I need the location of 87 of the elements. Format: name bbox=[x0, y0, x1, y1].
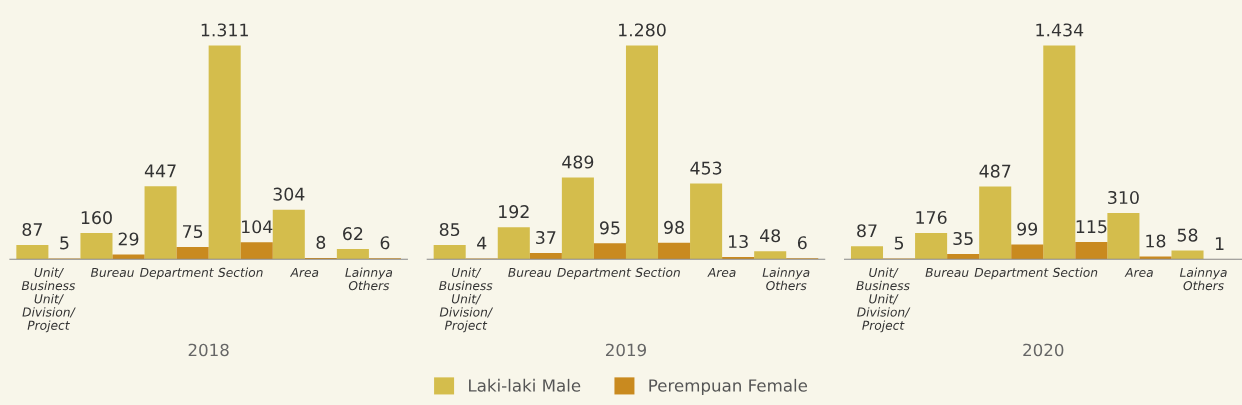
bar bbox=[947, 253, 980, 260]
data-label: 160 bbox=[81, 211, 112, 225]
x-tick-label: Unit/ Business Unit/ Division/ Project bbox=[856, 267, 911, 333]
bar bbox=[144, 186, 177, 260]
data-label: 48 bbox=[760, 229, 781, 243]
x-tick-label: Unit/ Business Unit/ Division/ Project bbox=[439, 267, 494, 333]
x-tick-label: Section bbox=[1052, 267, 1098, 277]
bar bbox=[690, 183, 723, 260]
x-tick-label: Bureau bbox=[508, 267, 552, 277]
data-label: 5 bbox=[894, 236, 904, 250]
bar bbox=[625, 45, 659, 260]
x-axis-title: 2018 bbox=[188, 343, 229, 357]
data-label: 487 bbox=[979, 164, 1011, 178]
data-label: 8 bbox=[316, 235, 326, 249]
data-label: 192 bbox=[499, 205, 529, 219]
data-label: 18 bbox=[1146, 234, 1166, 248]
data-label: 453 bbox=[690, 161, 722, 175]
bar bbox=[979, 186, 1012, 260]
x-tick-label: Bureau bbox=[925, 267, 969, 277]
data-label: 58 bbox=[1177, 228, 1198, 242]
data-label: 304 bbox=[273, 187, 305, 201]
data-label: 37 bbox=[536, 230, 556, 245]
x-axis-title: 2020 bbox=[1023, 343, 1064, 357]
x-axis-title: 2019 bbox=[605, 343, 646, 357]
x-tick-label: Area bbox=[707, 267, 736, 277]
data-label: 62 bbox=[343, 227, 363, 241]
bar bbox=[754, 251, 787, 260]
data-label: 6 bbox=[797, 236, 807, 250]
x-tick-label: Section bbox=[218, 267, 263, 277]
data-label: 87 bbox=[857, 224, 877, 238]
data-label: 1.434 bbox=[1036, 23, 1084, 37]
bar bbox=[1171, 250, 1204, 260]
bar bbox=[80, 233, 113, 260]
x-tick-label: Section bbox=[635, 267, 680, 277]
x-tick-label: Department bbox=[974, 267, 1049, 280]
bar bbox=[1075, 242, 1108, 260]
bar bbox=[112, 254, 145, 260]
data-label: 99 bbox=[1017, 222, 1038, 236]
legend-label: Laki-laki Male bbox=[469, 378, 581, 392]
data-label: 1 bbox=[1215, 237, 1224, 250]
bar bbox=[336, 249, 369, 260]
x-tick-label: Lainnya Others bbox=[345, 267, 393, 291]
data-label: 1.311 bbox=[201, 23, 248, 37]
x-tick-label: Department bbox=[139, 267, 214, 280]
bar bbox=[1043, 45, 1076, 260]
bar bbox=[658, 242, 691, 260]
data-label: 87 bbox=[22, 222, 42, 237]
bar bbox=[561, 177, 594, 260]
bar bbox=[529, 253, 562, 260]
bar bbox=[850, 246, 884, 260]
data-label: 310 bbox=[1108, 190, 1139, 205]
x-tick-label: Department bbox=[557, 267, 632, 280]
bar bbox=[1011, 244, 1044, 260]
data-label: 5 bbox=[60, 236, 69, 250]
data-label: 104 bbox=[242, 220, 273, 234]
data-label: 1.280 bbox=[619, 23, 666, 37]
data-label: 6 bbox=[380, 236, 390, 250]
bar bbox=[208, 45, 241, 260]
data-label: 35 bbox=[953, 231, 973, 246]
x-tick-label: Area bbox=[289, 267, 319, 277]
data-label: 115 bbox=[1076, 220, 1107, 234]
bar bbox=[16, 245, 49, 260]
x-tick-label: Unit/ Business Unit/ Division/ Project bbox=[21, 267, 76, 333]
data-label: 75 bbox=[183, 225, 203, 239]
x-tick-label: Bureau bbox=[90, 267, 134, 277]
bar bbox=[593, 243, 626, 260]
legend-label: Perempuan Female bbox=[649, 378, 808, 395]
x-tick-label: Lainnya Others bbox=[1179, 267, 1227, 291]
data-label: 176 bbox=[916, 210, 947, 225]
bar bbox=[722, 257, 755, 260]
bar bbox=[497, 227, 530, 260]
bar bbox=[433, 245, 466, 260]
data-label: 29 bbox=[118, 232, 139, 246]
bar bbox=[240, 242, 273, 260]
data-label: 489 bbox=[562, 155, 594, 169]
bar bbox=[915, 232, 948, 260]
data-label: 95 bbox=[599, 221, 620, 235]
bar bbox=[272, 209, 305, 260]
data-label: 13 bbox=[729, 234, 748, 249]
bar bbox=[1107, 212, 1140, 260]
x-tick-label: Area bbox=[1124, 267, 1153, 277]
data-label: 447 bbox=[144, 164, 176, 178]
bar bbox=[176, 246, 209, 260]
data-label: 85 bbox=[439, 222, 460, 237]
data-label: 98 bbox=[664, 220, 684, 234]
x-tick-label: Lainnya Others bbox=[762, 267, 810, 291]
data-label: 4 bbox=[477, 236, 487, 250]
